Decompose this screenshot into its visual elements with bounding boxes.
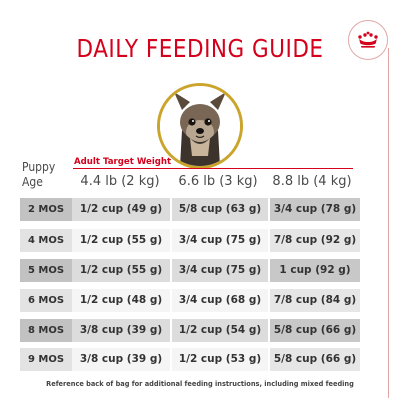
weight-header-3kg: 6.6 lb (3 kg): [178, 174, 258, 189]
side-divider-line: [388, 48, 389, 398]
age-cell: 9 MOS: [20, 348, 72, 371]
table-row: 6 MOS 1/2 cup (48 g) 3/4 cup (68 g) 7/8 …: [20, 289, 360, 312]
amount-cell: 1/2 cup (55 g): [72, 229, 170, 252]
amount-cell: 1/2 cup (48 g): [72, 289, 170, 312]
amount-cell: 1/2 cup (55 g): [72, 259, 170, 282]
table-row: 5 MOS 1/2 cup (55 g) 3/4 cup (75 g) 1 cu…: [20, 259, 360, 282]
amount-cell: 5/8 cup (66 g): [268, 319, 360, 342]
amount-cell: 5/8 cup (66 g): [268, 348, 360, 371]
royal-canin-crown-icon: [358, 31, 378, 48]
amount-cell: 1/2 cup (49 g): [72, 198, 170, 221]
amount-cell: 1/2 cup (53 g): [170, 348, 268, 371]
amount-cell: 3/4 cup (75 g): [170, 229, 268, 252]
table-row: 9 MOS 3/8 cup (39 g) 1/2 cup (53 g) 5/8 …: [20, 348, 360, 371]
table-row: 8 MOS 3/8 cup (39 g) 1/2 cup (54 g) 5/8 …: [20, 319, 360, 342]
target-weight-rule: [73, 168, 353, 169]
yorkshire-terrier-image: [160, 86, 240, 166]
table-row: 2 MOS 1/2 cup (49 g) 5/8 cup (63 g) 3/4 …: [20, 198, 360, 221]
age-column-header: Puppy Age: [22, 160, 72, 190]
amount-cell: 3/8 cup (39 g): [72, 319, 170, 342]
age-cell: 4 MOS: [20, 229, 72, 252]
puppy-photo: [157, 83, 243, 169]
age-cell: 5 MOS: [20, 259, 72, 282]
age-cell: 2 MOS: [20, 198, 72, 221]
table-row: 4 MOS 1/2 cup (55 g) 3/4 cup (75 g) 7/8 …: [20, 229, 360, 252]
amount-cell: 3/4 cup (68 g): [170, 289, 268, 312]
page-title: DAILY FEEDING GUIDE: [76, 34, 324, 63]
amount-cell: 3/4 cup (78 g): [268, 198, 360, 221]
age-cell: 8 MOS: [20, 319, 72, 342]
footnote: Reference back of bag for additional fee…: [46, 380, 354, 388]
amount-cell: 7/8 cup (92 g): [268, 229, 360, 252]
adult-target-weight-label: Adult Target Weight: [74, 157, 172, 167]
weight-header-4kg: 8.8 lb (4 kg): [272, 174, 352, 189]
amount-cell: 3/8 cup (39 g): [72, 348, 170, 371]
amount-cell: 7/8 cup (84 g): [268, 289, 360, 312]
age-header-line-1: Puppy: [22, 160, 56, 174]
amount-cell: 3/4 cup (75 g): [170, 259, 268, 282]
brand-logo-badge: [348, 20, 388, 60]
amount-cell: 1/2 cup (54 g): [170, 319, 268, 342]
weight-header-2kg: 4.4 lb (2 kg): [80, 174, 160, 189]
age-header-line-2: Age: [22, 175, 43, 189]
amount-cell: 1 cup (92 g): [268, 259, 360, 282]
age-cell: 6 MOS: [20, 289, 72, 312]
amount-cell: 5/8 cup (63 g): [170, 198, 268, 221]
